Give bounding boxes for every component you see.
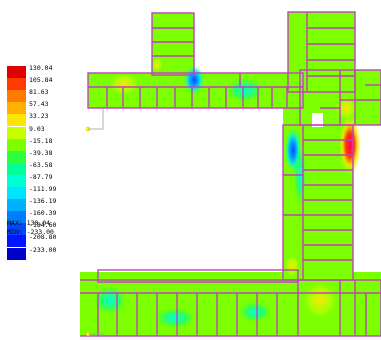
legend-label: -111.99 [29,185,57,193]
legend-label: -87.79 [29,172,53,181]
legend-swatch [7,150,26,163]
legend-label: 105.84 [29,76,53,85]
legend-swatch [7,126,26,139]
legend-label: 81.63 [29,88,49,97]
legend-entry: -208.80 [7,233,87,248]
legend-swatch [7,187,26,199]
legend-entry: -136.19 [7,197,87,212]
legend-swatch [7,199,26,212]
legend-label: -15.18 [29,136,53,145]
legend-swatch [7,138,26,151]
min-value-label: MIN: -233.00 [7,228,54,236]
legend-label: -39.38 [29,148,53,157]
legend-swatch [7,211,26,224]
opening [312,113,323,127]
legend-label: -208.80 [29,233,57,242]
legend-swatch [7,247,26,260]
legend-swatch [7,162,26,175]
legend-entry: -15.18 [7,136,87,151]
legend-entry: 9.03 [7,124,87,139]
legend-entry: -184.60 [7,221,87,236]
legend-swatch [7,223,26,236]
legend-entry: -160.39 [7,209,87,224]
legend-entry: 81.63 [7,88,87,103]
legend-swatch [7,114,26,127]
legend-swatch [7,66,26,78]
legend-label: -63.58 [29,160,53,169]
legend-entry: 130.04 [7,64,87,78]
legend-entry: -63.58 [7,160,87,175]
legend-entry: 105.84 [7,76,87,91]
legend-label: -233.00 [29,245,57,254]
legend-label: -160.39 [29,209,57,218]
legend-label: -136.19 [29,197,57,206]
legend-entry: -39.38 [7,148,87,163]
legend-swatch [7,78,26,91]
legend-label: 9.03 [29,124,45,133]
support-links [88,108,104,336]
legend-entry: -111.99 [7,185,87,199]
max-value-label: MAX: 130.04 [7,219,51,227]
legend-swatch [7,90,26,103]
legend-label: 57.43 [29,100,49,109]
legend-entry: -233.00 [7,245,87,260]
mesh-grid [80,11,381,337]
legend-entry: 33.23 [7,112,87,127]
legend-swatch [7,235,26,248]
legend-label: 130.04 [29,64,53,72]
legend-label: -184.60 [29,221,57,230]
legend-label: 33.23 [29,112,49,121]
legend-swatch [7,102,26,115]
legend-entry: 57.43 [7,100,87,115]
legend-swatch [7,174,26,187]
legend-entry: -87.79 [7,172,87,187]
contour-plot [80,11,381,337]
